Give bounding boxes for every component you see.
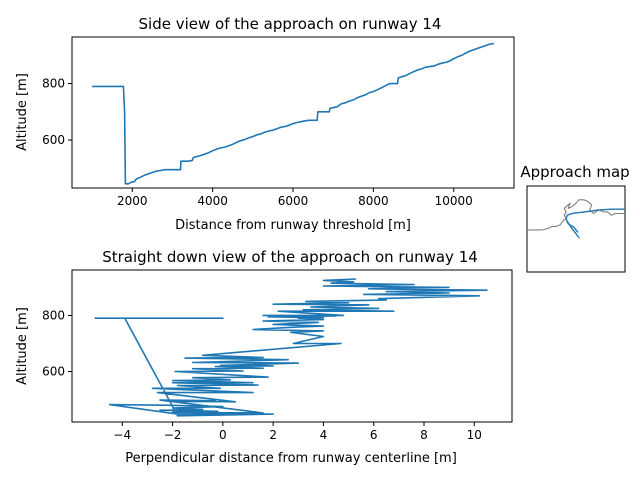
approach-map-title: Approach map [520, 163, 629, 181]
top-down-view-frame [71, 269, 513, 423]
top-down-view-x-tick-label: 4 [320, 428, 328, 442]
side-view-x-tick-label: 4000 [197, 194, 228, 208]
side-view-chart: Side view of the approach on runway 14 2… [15, 15, 515, 233]
top-down-view-x-tick-label: 10 [467, 428, 482, 442]
side-view-series-line [92, 42, 495, 185]
side-view-y-tick-label: 600 [42, 133, 65, 147]
side-view-x-label: Distance from runway threshold [m] [175, 218, 411, 233]
side-view-x-ticks: 2000 4000 6000 8000 10000 [117, 188, 473, 208]
side-view-y-label: Altitude [m] [15, 73, 30, 151]
top-down-view-y-tick-label: 600 [42, 365, 65, 379]
approach-map: Approach map [520, 163, 630, 273]
approach-map-line [565, 208, 625, 233]
side-view-y-tick-label: 800 [42, 77, 65, 91]
approach-map-line [566, 220, 580, 239]
side-view-x-tick-label: 6000 [278, 194, 309, 208]
top-down-view-series-line [94, 278, 488, 417]
side-view-title: Side view of the approach on runway 14 [139, 15, 442, 33]
top-down-view-x-tick-label: 0 [219, 428, 227, 442]
approach-map-line [578, 237, 581, 240]
side-view-x-tick-label: 10000 [435, 194, 473, 208]
top-down-view-y-tick-label: 800 [42, 308, 65, 322]
top-down-view-x-tick-label: 6 [370, 428, 378, 442]
top-down-view-x-label: Perpendicular distance from runway cente… [125, 451, 457, 466]
top-down-view-x-tick-label: 8 [420, 428, 428, 442]
approach-map-lines [527, 199, 625, 240]
approach-map-line [527, 199, 625, 231]
top-down-view-x-tick-label: −2 [164, 428, 182, 442]
side-view-frame [71, 36, 515, 189]
top-down-view-x-ticks: −4 −2 0 2 4 6 8 10 [113, 422, 482, 442]
top-down-view-x-tick-label: −4 [113, 428, 131, 442]
top-down-view-y-label: Altitude [m] [15, 307, 30, 385]
top-down-view-x-tick-label: 2 [269, 428, 277, 442]
approach-map-frame [526, 185, 626, 273]
top-down-view-y-ticks: 600 800 [42, 308, 72, 379]
side-view-x-tick-label: 2000 [117, 194, 148, 208]
top-down-view-title: Straight down view of the approach on ru… [102, 248, 478, 266]
side-view-x-tick-label: 8000 [358, 194, 389, 208]
side-view-y-ticks: 600 800 [42, 77, 72, 147]
top-down-view-chart: Straight down view of the approach on ru… [15, 248, 513, 466]
